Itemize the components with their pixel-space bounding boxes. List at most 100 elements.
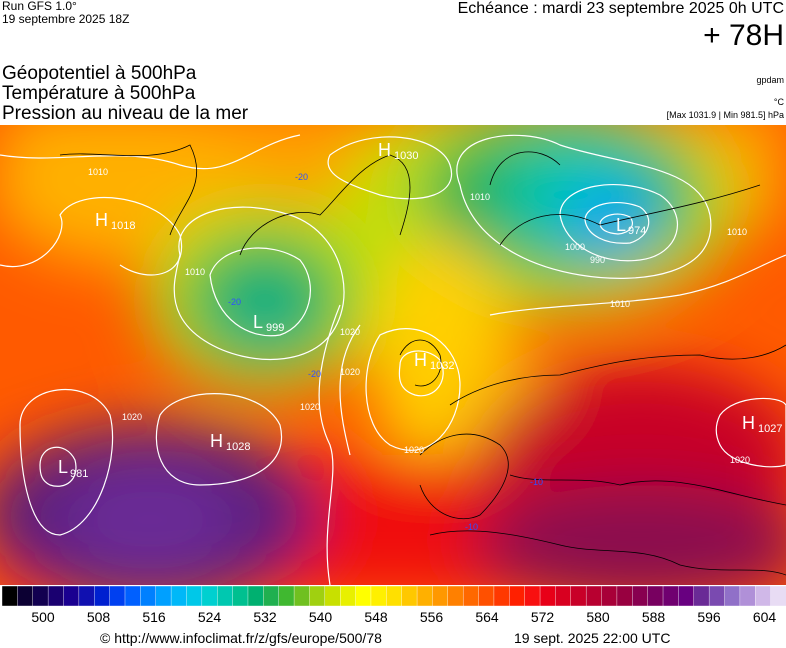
colorbar-swatch: [755, 586, 772, 606]
pressure-range: [Max 1031.9 | Min 981.5] hPa: [666, 110, 784, 120]
colorbar-swatch: [770, 586, 786, 606]
colorbar-tick-label: 564: [475, 609, 499, 625]
colorbar-swatch: [355, 586, 372, 606]
colorbar-swatch: [217, 586, 234, 606]
colorbar-tick-label: 604: [752, 609, 777, 625]
center-value: 999: [266, 322, 284, 334]
center-value: 1028: [226, 441, 250, 453]
isobars: [0, 134, 786, 585]
temperature-label: -20: [295, 172, 308, 182]
colorbar-tick-label: 548: [364, 609, 388, 625]
title-temperature: Température à 500hPa: [2, 83, 196, 104]
isobar-label: 1020: [340, 327, 360, 337]
isobar-label: 1010: [727, 227, 747, 237]
source-url[interactable]: © http://www.infoclimat.fr/z/gfs/europe/…: [100, 630, 382, 646]
colorbar-swatch: [17, 586, 34, 606]
colorbar-swatch: [124, 586, 142, 606]
center-value: 1018: [111, 220, 135, 232]
colorbar-swatch: [94, 586, 111, 606]
colorbar-swatch: [724, 586, 741, 606]
isobar-label: 1020: [404, 445, 424, 455]
isobar-label: 1020: [300, 402, 320, 412]
colorbar-swatch: [739, 586, 756, 606]
title-geopotential: Géopotentiel à 500hPa: [2, 63, 197, 84]
center-l-974: L 974: [616, 215, 646, 237]
colorbar-swatch: [678, 586, 695, 606]
colorbar-swatch: [447, 586, 464, 606]
center-h-1030: H 1030: [378, 140, 418, 162]
svg-text:L: L: [253, 312, 263, 332]
center-value: 974: [628, 225, 646, 237]
colorbar-swatch: [232, 586, 249, 606]
temperature-label: -20: [308, 369, 321, 379]
svg-text:H: H: [742, 413, 755, 433]
title-pressure: Pression au niveau de la mer: [2, 103, 249, 124]
colorbar-swatch: [493, 586, 510, 606]
colorbar: [2, 586, 786, 606]
colorbar-swatch: [324, 586, 341, 606]
colorbar-swatch: [2, 586, 19, 606]
colorbar-tick-label: 508: [86, 609, 111, 625]
center-value: 1027: [758, 423, 782, 435]
center-value: 1032: [430, 360, 454, 372]
colorbar-swatch: [109, 586, 126, 606]
colorbar-tick-label: 572: [530, 609, 555, 625]
colorbar-swatch: [340, 586, 357, 606]
center-value: 1030: [394, 150, 418, 162]
colorbar-tick-label: 556: [419, 609, 444, 625]
colorbar-swatch: [309, 586, 326, 606]
colorbar-swatch: [524, 586, 541, 606]
coastlines: [59, 144, 786, 576]
colorbar-swatch: [462, 586, 480, 606]
colorbar-swatch: [263, 586, 280, 606]
isobar-labels: 1010 1010 1010 1020 1020 1020 1020 1010 …: [88, 167, 750, 465]
colorbar-swatch: [186, 586, 203, 606]
colorbar-swatch: [416, 586, 434, 606]
isobar-label: 1010: [185, 267, 205, 277]
colorbar-swatch: [585, 586, 603, 606]
run-date: 19 septembre 2025 18Z: [2, 12, 130, 26]
isobar-label: 1020: [122, 412, 142, 422]
run-info: Run GFS 1.0° 19 septembre 2025 18Z: [2, 0, 129, 26]
center-value: 981: [70, 468, 88, 480]
colorbar-swatch: [32, 586, 49, 606]
colorbar-tick-label: 540: [308, 609, 333, 625]
colorbar-swatch: [401, 586, 418, 606]
isobar-label: 1010: [470, 192, 490, 202]
center-h-1028: H 1028: [210, 431, 250, 453]
colorbar-tick-label: 500: [31, 609, 55, 625]
center-h-1018: H 1018: [95, 210, 135, 232]
temperature-labels: -20 -20 -20 -10 -10: [228, 172, 543, 532]
colorbar-tick-label: 580: [586, 609, 610, 625]
colorbar-tick-label: 516: [142, 609, 166, 625]
svg-text:H: H: [210, 431, 223, 451]
isobar-label: 1010: [610, 299, 630, 309]
colorbar-swatch: [155, 586, 172, 606]
center-h-1027: H 1027: [742, 413, 782, 435]
weather-map[interactable]: H 1030 H 1018 L 999 H 1032 L 974 H 1028 L 981 H…: [0, 125, 786, 585]
center-l-981: L 981: [58, 457, 88, 480]
colorbar-tick-label: 524: [197, 609, 222, 625]
temperature-label: -20: [228, 297, 241, 307]
pressure-centers: H 1030 H 1018 L 999 H 1032 L 974 H 1028 L 981 H…: [58, 140, 782, 480]
colorbar-swatch: [278, 586, 295, 606]
isobar-label: 1020: [340, 367, 360, 377]
colorbar-tick-label: 596: [697, 609, 721, 625]
svg-text:L: L: [58, 457, 68, 477]
colorbar-swatch: [63, 586, 80, 606]
colorbar-swatch: [601, 586, 618, 606]
temperature-label: -10: [530, 477, 543, 487]
colorbar-swatch: [478, 586, 495, 606]
svg-text:H: H: [378, 140, 391, 160]
colorbar-swatch: [140, 586, 157, 606]
run-model: Run GFS 1.0°: [2, 0, 77, 13]
geopotential-field: [0, 125, 786, 585]
colorbar-swatch: [693, 586, 710, 606]
colorbar-swatch: [370, 586, 388, 606]
colorbar-swatch: [47, 586, 65, 606]
lead-time: + 78H: [703, 19, 784, 52]
colorbar-swatch: [632, 586, 649, 606]
svg-text:H: H: [414, 350, 427, 370]
colorbar-swatch: [201, 586, 218, 606]
colorbar-swatch: [386, 586, 403, 606]
